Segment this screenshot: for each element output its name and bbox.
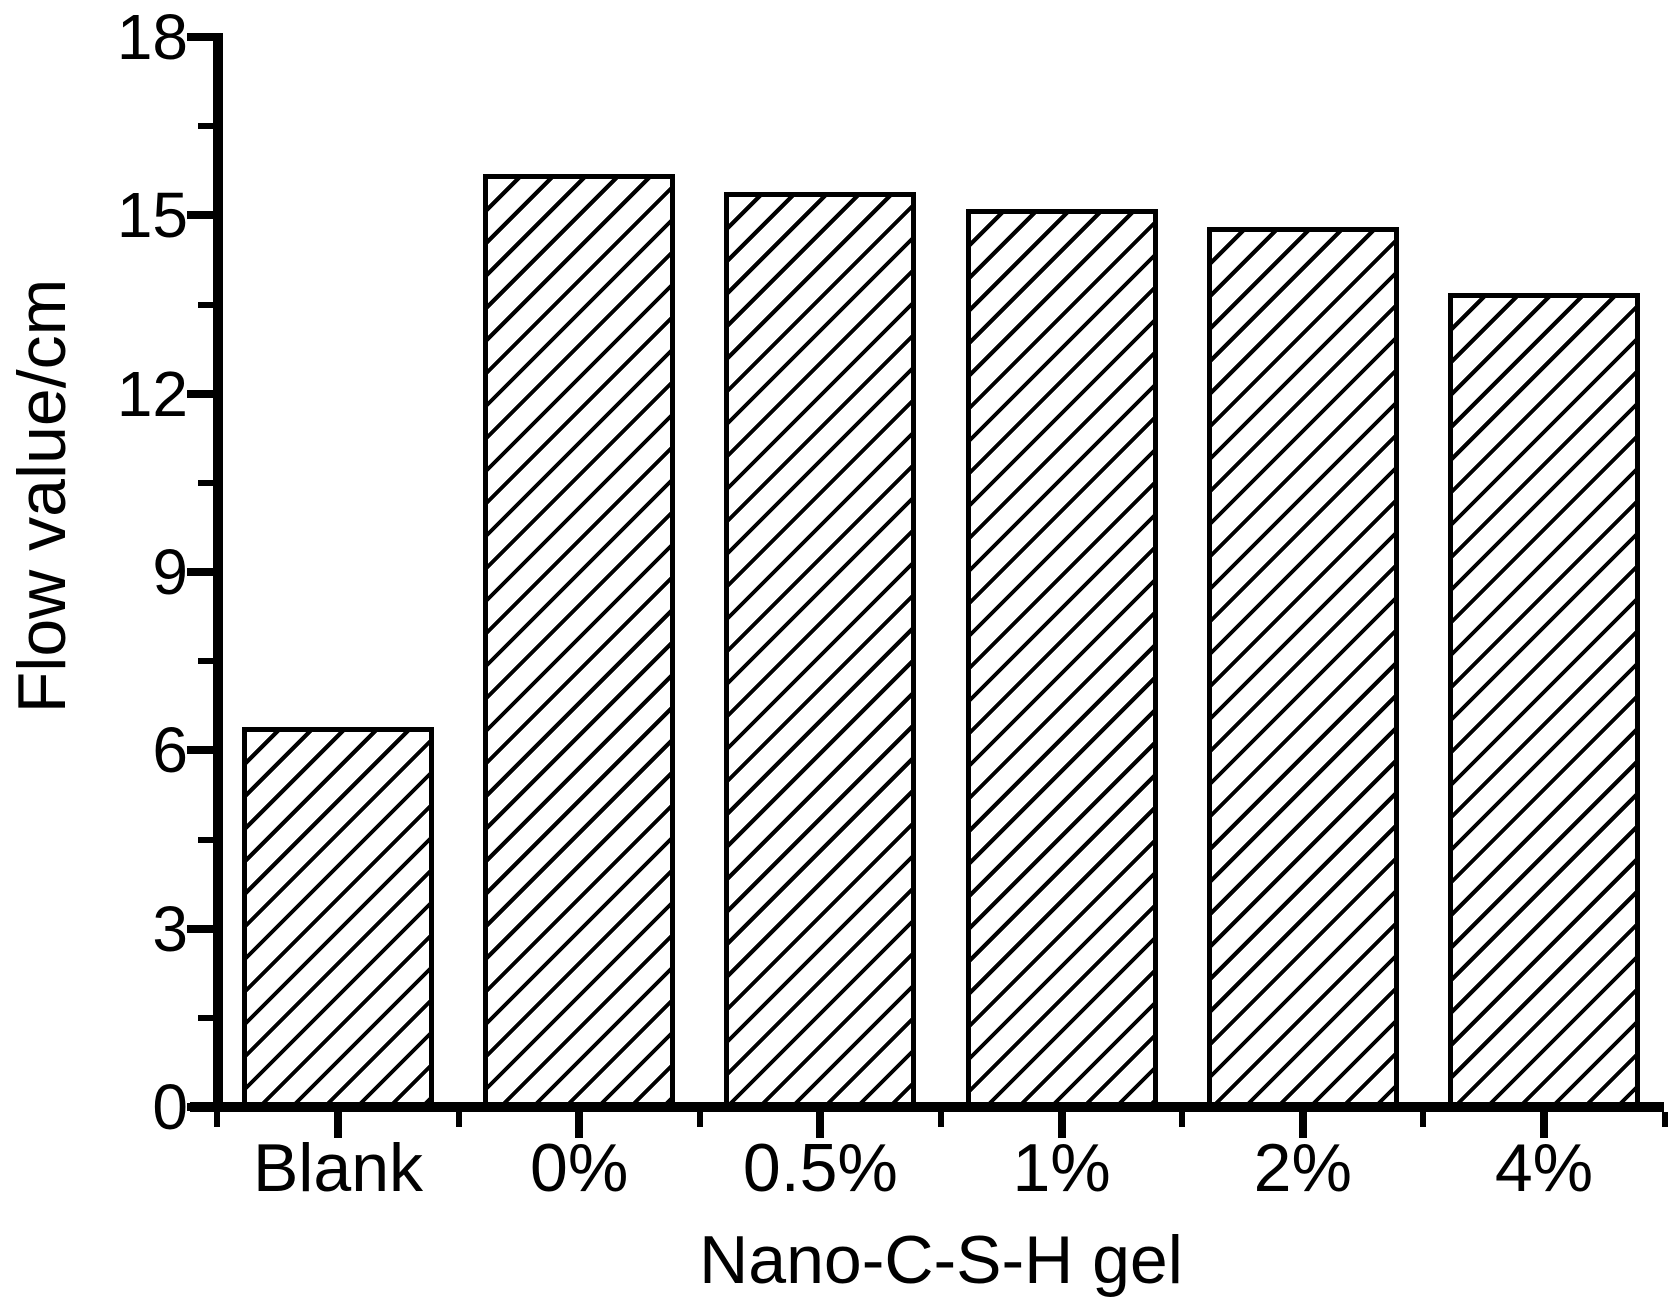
x-major-tick	[575, 1112, 584, 1138]
x-tick-label: 4%	[1494, 1130, 1594, 1206]
y-major-tick	[187, 389, 213, 398]
y-tick-label: 15	[116, 179, 188, 252]
x-tick-label: 0%	[530, 1130, 629, 1206]
y-major-tick	[187, 568, 213, 576]
y-minor-tick	[198, 658, 213, 665]
x-major-tick	[816, 1112, 825, 1138]
x-minor-tick	[214, 1112, 221, 1127]
x-tick-label: Blank	[252, 1130, 424, 1206]
y-tick-label: 0	[152, 1071, 188, 1143]
y-minor-tick	[198, 479, 213, 486]
bar-2-	[1206, 227, 1399, 1107]
x-major-tick	[1540, 1112, 1548, 1138]
y-minor-tick	[198, 301, 213, 308]
y-minor-tick	[198, 1014, 213, 1021]
y-major-tick	[187, 746, 213, 755]
x-axis-title: Nano-C-S-H gel	[699, 1222, 1183, 1298]
bar-4-	[1448, 292, 1640, 1107]
y-minor-tick	[198, 836, 213, 843]
x-minor-tick	[455, 1112, 462, 1127]
bar-0-5-	[724, 191, 917, 1107]
x-major-tick	[334, 1112, 342, 1138]
y-tick-label: 6	[152, 714, 188, 787]
y-axis-title: Flow value/cm	[4, 278, 80, 714]
x-minor-tick	[1179, 1112, 1186, 1127]
y-major-tick	[187, 211, 213, 220]
x-tick-label: 1%	[1012, 1130, 1111, 1206]
x-major-tick	[1298, 1112, 1307, 1138]
bar-blank	[242, 726, 434, 1107]
x-minor-tick	[938, 1112, 944, 1127]
y-tick-label: 12	[116, 357, 188, 430]
y-major-tick	[187, 924, 213, 933]
x-minor-tick	[1420, 1112, 1427, 1127]
y-axis-line	[213, 33, 223, 1112]
bar-0-	[483, 173, 676, 1107]
x-minor-tick	[1661, 1112, 1668, 1127]
x-tick-label: 2%	[1253, 1130, 1352, 1206]
bar-1-	[965, 209, 1158, 1107]
y-minor-tick	[198, 123, 213, 130]
y-tick-label: 18	[116, 1, 188, 73]
x-axis-line	[190, 1102, 1664, 1112]
x-major-tick	[1057, 1112, 1066, 1138]
x-minor-tick	[696, 1112, 703, 1127]
x-tick-label: 0.5%	[742, 1130, 898, 1206]
y-major-tick	[187, 33, 213, 41]
y-tick-label: 3	[152, 892, 188, 965]
y-tick-label: 9	[152, 536, 188, 608]
